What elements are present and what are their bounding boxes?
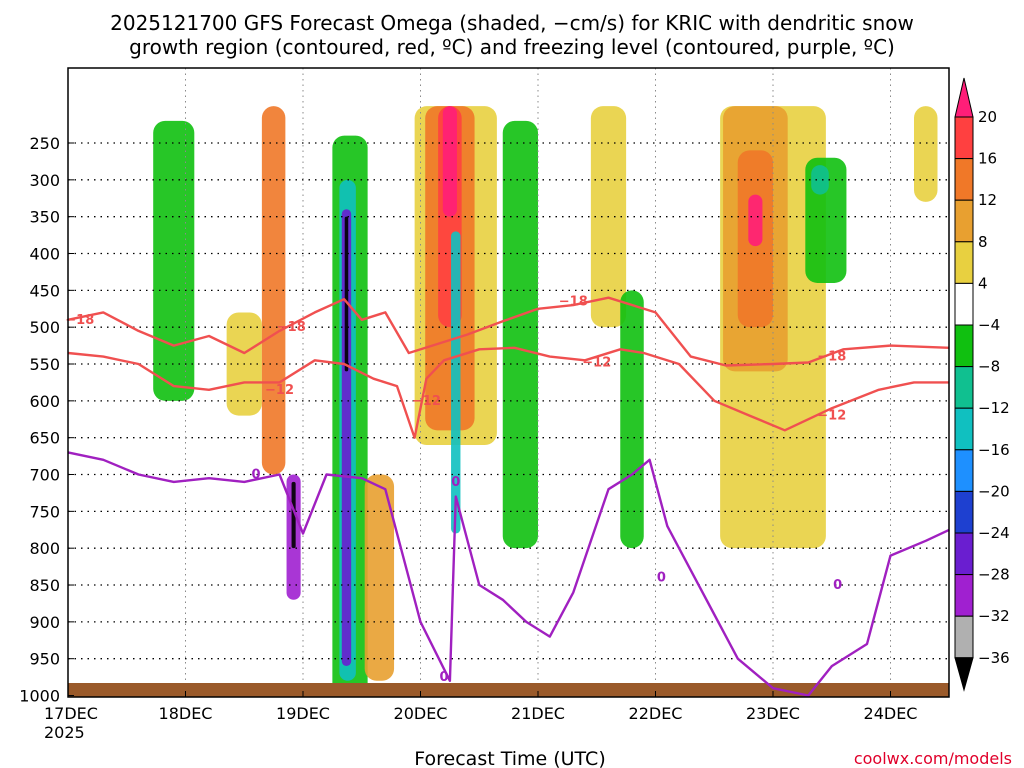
colorbar-swatch-12 [954, 574, 974, 617]
plot-frame [67, 67, 950, 698]
colorbar-label-0: 20 [978, 108, 997, 126]
y-tick-label-600: 600 [29, 392, 60, 411]
y-axis: 250 300 350 400 450 500 550 600 650 700 750 800 850 9… [19, 134, 74, 706]
x-tick-label-18DEC: 18DEC [159, 704, 213, 723]
grid [68, 68, 949, 697]
contour-label-12: 0 [833, 578, 842, 593]
contour-line--18 [67, 296, 950, 367]
y-tick-label-700: 700 [29, 466, 60, 485]
contour-line--12 [67, 346, 950, 439]
colorbar-swatch-4 [954, 241, 974, 284]
omega-region-8 [261, 106, 286, 475]
omega-region-0 [153, 120, 195, 401]
omega-region-13 [442, 106, 457, 217]
contour-line-0 [67, 451, 950, 697]
colorbar-bottom-arrow [954, 657, 974, 692]
colorbar-swatch-5 [954, 282, 974, 326]
omega-region-15 [502, 120, 538, 549]
x-tick-label-24DEC: 24DEC [864, 704, 918, 723]
y-tick-label-950: 950 [29, 650, 60, 669]
temperature-contours [67, 296, 950, 697]
colorbar-label-6: −8 [978, 358, 1000, 376]
colorbar-swatch-3 [954, 199, 974, 243]
contour-labels: −18 −18 −18 −18 −12 −12 −12 −12 0 0 0 0 0 [65, 294, 846, 685]
omega-region-9 [364, 474, 395, 681]
y-tick-label-250: 250 [29, 134, 60, 153]
colorbar-label-2: 12 [978, 191, 997, 209]
omega-region-4 [341, 209, 352, 667]
colorbar-label-8: −16 [978, 441, 1010, 459]
y-tick-label-300: 300 [29, 171, 60, 190]
contour-label-9: 0 [451, 475, 460, 490]
colorbar-label-13: −36 [978, 649, 1010, 667]
colorbar-swatch-11 [954, 532, 974, 576]
x-tick-label-21DEC: 21DEC [511, 704, 565, 723]
colorbar-swatch-6 [954, 324, 974, 368]
y-tick-label-550: 550 [29, 355, 60, 374]
contour-label-6: −12 [582, 356, 611, 371]
x-tick-label-17DEC: 17DEC [44, 704, 98, 723]
omega-region-7 [291, 481, 296, 549]
omega-region-5 [344, 216, 349, 372]
colorbar-swatch-8 [954, 407, 974, 451]
contour-label-7: −12 [817, 409, 846, 424]
omega-region-14 [451, 231, 461, 534]
y-tick-label-400: 400 [29, 245, 60, 264]
colorbar-label-3: 8 [978, 233, 988, 251]
colorbar-label-10: −24 [978, 524, 1010, 542]
colorbar-label-12: −32 [978, 607, 1010, 625]
y-tick-label-900: 900 [29, 613, 60, 632]
omega-region-17 [620, 290, 644, 549]
credit-text: coolwx.com/models [854, 749, 1012, 768]
omega-region-24 [914, 106, 938, 202]
colorbar-label-5: −4 [978, 316, 1000, 334]
x-tick-label-23DEC: 23DEC [746, 704, 800, 723]
contour-label-5: −12 [412, 394, 441, 409]
contour-label-1: −18 [277, 320, 306, 335]
y-tick-label-850: 850 [29, 576, 60, 595]
contour-label-11: 0 [657, 571, 666, 586]
y-tick-label-350: 350 [29, 208, 60, 227]
chart-title-line-1: 2025121700 GFS Forecast Omega (shaded, −… [110, 11, 914, 35]
y-tick-label-450: 450 [29, 281, 60, 300]
contour-label-2: −18 [559, 294, 588, 309]
y-tick-label-1000: 1000 [19, 687, 60, 706]
colorbar-swatch-13 [954, 615, 974, 659]
colorbar-label-9: −20 [978, 482, 1010, 500]
x-tick-sublabel-17DEC: 2025 [44, 723, 85, 742]
chart-title-line-2: growth region (contoured, red, ºC) and f… [129, 35, 895, 59]
colorbar-label-7: −12 [978, 399, 1010, 417]
colorbar-swatch-9 [954, 449, 974, 492]
colorbar-swatch-10 [954, 490, 974, 534]
colorbar-swatch-1 [954, 116, 974, 160]
x-tick-label-19DEC: 19DEC [276, 704, 330, 723]
colorbar-swatch-7 [954, 366, 974, 409]
y-tick-label-750: 750 [29, 502, 60, 521]
omega-region-21 [748, 194, 763, 247]
contour-label-4: −12 [265, 383, 294, 398]
y-tick-label-650: 650 [29, 429, 60, 448]
contour-label-0: −18 [65, 313, 94, 328]
y-tick-label-500: 500 [29, 318, 60, 337]
x-axis-label: Forecast Time (UTC) [414, 748, 605, 768]
ground-terrain [68, 683, 949, 697]
colorbar-label-4: 4 [978, 274, 988, 292]
contour-label-10: 0 [439, 670, 448, 685]
x-tick-label-20DEC: 20DEC [394, 704, 448, 723]
colorbar-label-11: −28 [978, 566, 1010, 584]
colorbar-swatch-2 [954, 158, 974, 201]
colorbar-top-arrow [954, 77, 974, 118]
x-tick-label-22DEC: 22DEC [629, 704, 683, 723]
contour-label-8: 0 [251, 468, 260, 483]
colorbar-label-1: 16 [978, 150, 997, 168]
contour-label-3: −18 [817, 350, 846, 365]
colorbar: 20 16 12 8 4 −4 −8 −12 −16 −20 −24 −28 −32 −36 [954, 77, 1010, 692]
omega-region-23 [811, 165, 829, 195]
y-tick-label-800: 800 [29, 539, 60, 558]
